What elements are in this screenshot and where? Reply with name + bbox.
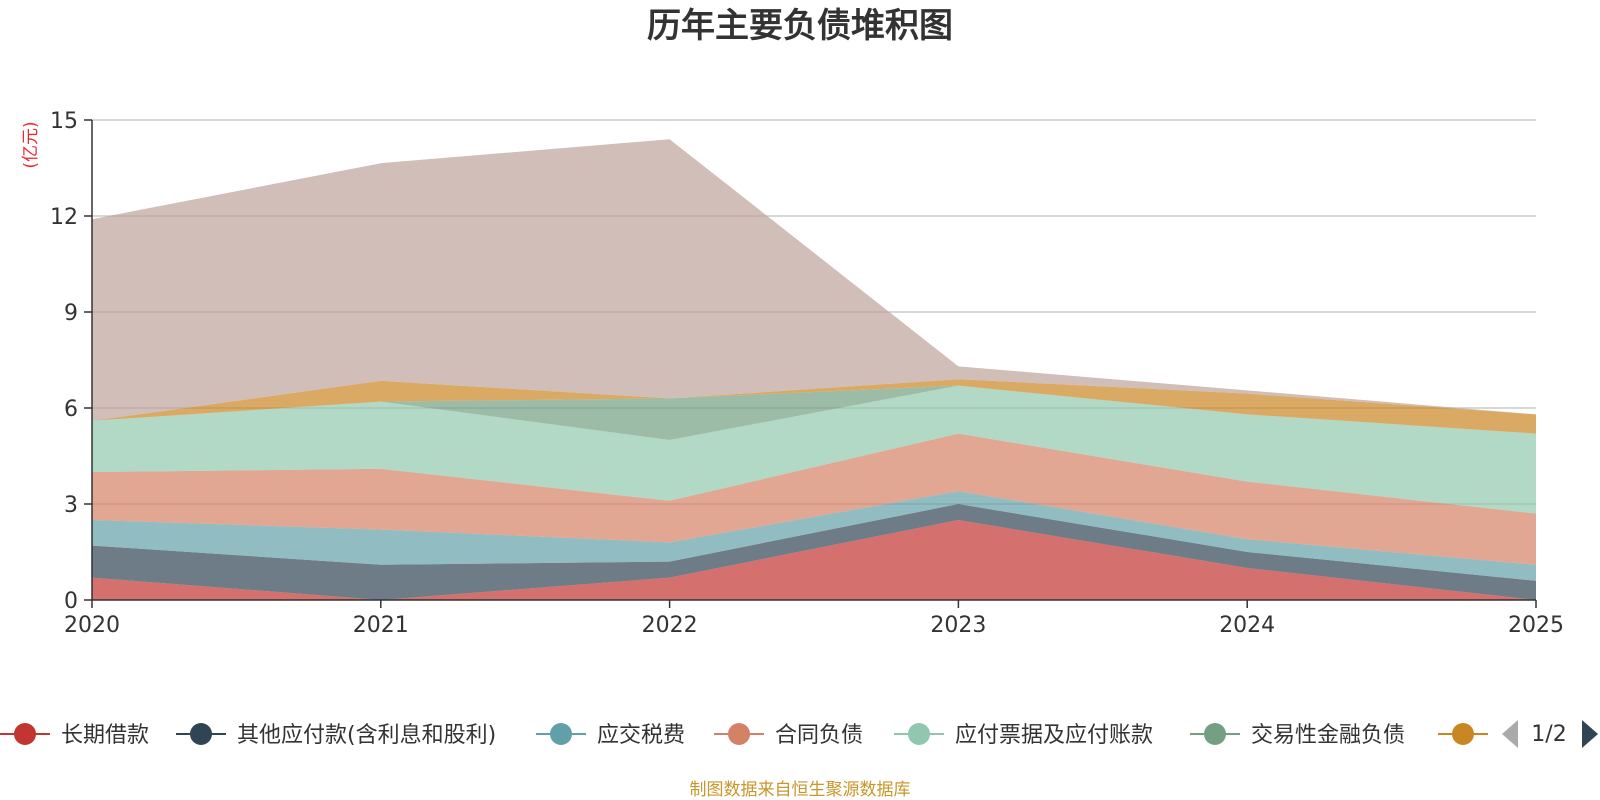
data-source-note: 制图数据来自恒生聚源数据库	[690, 780, 911, 800]
legend-label: 其他应付款(含利息和股利)	[237, 723, 496, 748]
legend-next-icon[interactable]	[1582, 720, 1598, 748]
legend-marker-icon	[14, 723, 36, 745]
legend: 长期借款 其他应付款(含利息和股利) 应交税费 合同负债 应付票据及应付账款 交易性金融负…	[0, 723, 1488, 748]
area-series	[92, 139, 1536, 600]
legend-pager: 1/2	[1502, 720, 1598, 748]
legend-item-3[interactable]: 应交税费	[536, 723, 685, 748]
y-tick-label: 0	[64, 589, 78, 614]
legend-marker-icon	[550, 723, 572, 745]
x-tick-label: 2022	[642, 613, 698, 638]
axes: 0 3 6 9 12 15 2020 2021 2022 2023 2024 2025	[50, 109, 1564, 638]
y-tick-label: 12	[50, 205, 78, 230]
area-series-4	[92, 433, 1536, 565]
legend-item-6[interactable]: 交易性金融负债	[1190, 723, 1405, 748]
area-series-1	[92, 520, 1536, 600]
legend-item-5[interactable]: 应付票据及应付账款	[894, 723, 1153, 748]
chart-title: 历年主要负债堆积图	[647, 6, 953, 46]
legend-prev-icon[interactable]	[1502, 720, 1518, 748]
area-series-7	[92, 379, 1536, 434]
legend-label: 应交税费	[597, 723, 685, 748]
x-tick-label: 2024	[1219, 613, 1275, 638]
legend-item-7[interactable]	[1438, 723, 1488, 745]
legend-marker-icon	[908, 723, 930, 745]
legend-label: 交易性金融负债	[1251, 723, 1405, 748]
y-axis-unit-label: (亿元)	[21, 121, 41, 168]
legend-page-label: 1/2	[1531, 722, 1566, 747]
x-tick-label: 2025	[1508, 613, 1564, 638]
legend-item-1[interactable]: 长期借款	[0, 723, 149, 748]
legend-marker-icon	[1204, 723, 1226, 745]
legend-item-4[interactable]: 合同负债	[714, 723, 863, 748]
legend-marker-icon	[1452, 723, 1474, 745]
x-tick-label: 2020	[64, 613, 120, 638]
y-tick-label: 6	[64, 397, 78, 422]
legend-item-2[interactable]: 其他应付款(含利息和股利)	[176, 723, 496, 748]
area-series-8	[92, 139, 1536, 421]
legend-marker-icon	[190, 723, 212, 745]
legend-label: 应付票据及应付账款	[955, 723, 1153, 748]
legend-label: 合同负债	[775, 723, 863, 748]
y-tick-label: 9	[64, 301, 78, 326]
legend-label: 长期借款	[61, 723, 149, 748]
y-tick-label: 3	[64, 493, 78, 518]
area-series-2	[92, 504, 1536, 600]
area-series-5	[92, 385, 1536, 514]
legend-marker-icon	[728, 723, 750, 745]
y-tick-label: 15	[50, 109, 78, 134]
area-series-3	[92, 491, 1536, 581]
x-tick-label: 2021	[353, 613, 409, 638]
area-series-6	[92, 385, 1536, 440]
x-tick-label: 2023	[930, 613, 986, 638]
